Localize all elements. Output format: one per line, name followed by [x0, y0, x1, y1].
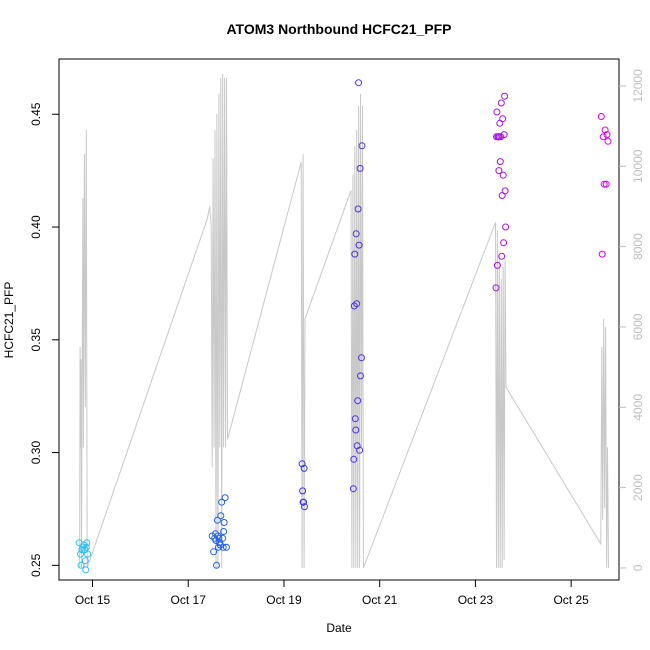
- data-point: [217, 512, 225, 520]
- data-point: [219, 534, 227, 542]
- data-points-layer: [75, 79, 612, 574]
- data-point: [215, 534, 223, 542]
- data-point: [212, 530, 219, 538]
- data-point: [353, 300, 361, 308]
- y-tick-label: 0.35: [29, 328, 43, 352]
- x-tick-label: Oct 17: [171, 593, 207, 607]
- data-point: [500, 131, 508, 139]
- altitude-series-line: [79, 73, 609, 569]
- y2-tick-label: 8000: [631, 233, 645, 260]
- data-point: [77, 550, 84, 558]
- data-point: [84, 550, 92, 558]
- data-point: [495, 167, 503, 175]
- y-axis: 0.25 0.30 0.35 0.40 0.45: [29, 102, 59, 577]
- plot-border: [58, 58, 620, 581]
- data-point: [301, 503, 308, 511]
- x-tick-label: Oct 25: [553, 593, 589, 607]
- data-point: [600, 180, 608, 188]
- x-tick-label: Oct 23: [458, 593, 494, 607]
- data-point: [221, 494, 229, 502]
- data-point: [502, 223, 510, 231]
- data-point: [356, 164, 364, 172]
- y2-tick-label: 10000: [631, 149, 645, 183]
- data-point: [352, 426, 360, 434]
- data-point: [356, 446, 364, 454]
- data-point: [82, 543, 90, 551]
- data-point: [499, 171, 507, 179]
- data-point: [354, 397, 362, 405]
- data-point: [603, 131, 611, 139]
- data-point: [350, 302, 358, 310]
- data-point: [598, 250, 606, 258]
- data-point: [601, 126, 609, 134]
- data-point: [213, 561, 220, 569]
- x-axis-label: Date: [326, 621, 352, 635]
- data-point: [220, 519, 228, 526]
- data-point: [599, 133, 607, 141]
- data-point: [349, 485, 357, 493]
- data-point: [213, 516, 221, 524]
- data-point: [493, 261, 501, 269]
- data-point: [298, 460, 306, 468]
- secondary-y-axis: 0 2000 4000 6000 8000 10000 12000: [619, 69, 645, 571]
- data-point: [358, 142, 366, 150]
- data-point: [83, 539, 91, 547]
- data-point: [492, 284, 500, 292]
- x-axis: Oct 15 Oct 17 Oct 19 Oct 21 Oct 23 Oct 25: [75, 580, 589, 607]
- y2-tick-label: 6000: [631, 313, 645, 340]
- y-axis-label: HCFC21_PFP: [2, 282, 16, 359]
- data-point: [81, 557, 89, 565]
- altitude-line-layer: [79, 73, 609, 569]
- y-tick-label: 0.45: [29, 102, 43, 126]
- data-point: [220, 528, 228, 535]
- plot-frame: [58, 58, 620, 581]
- data-point: [602, 180, 610, 188]
- data-point: [355, 241, 363, 249]
- data-point: [501, 187, 509, 195]
- data-point: [351, 250, 359, 258]
- data-point: [350, 455, 358, 463]
- data-point: [299, 487, 307, 495]
- data-point: [597, 113, 605, 120]
- data-point: [214, 543, 222, 551]
- data-point: [77, 561, 85, 569]
- data-point: [218, 498, 226, 506]
- data-point: [300, 464, 308, 472]
- data-point: [496, 158, 504, 166]
- data-point: [493, 108, 501, 116]
- y-tick-label: 0.40: [29, 215, 43, 239]
- data-point: [355, 79, 363, 87]
- data-point: [358, 354, 365, 362]
- data-point: [300, 498, 308, 506]
- data-point: [351, 415, 359, 423]
- data-point: [500, 239, 508, 247]
- data-point: [357, 372, 364, 380]
- y2-tick-label: 2000: [631, 474, 645, 501]
- y2-tick-label: 0: [631, 564, 645, 571]
- y-tick-label: 0.25: [29, 553, 43, 577]
- y2-tick-label: 12000: [631, 69, 645, 103]
- data-point: [219, 543, 227, 551]
- y2-tick-label: 4000: [631, 394, 645, 421]
- x-tick-label: Oct 15: [75, 593, 111, 607]
- data-point: [501, 92, 509, 100]
- data-point: [210, 548, 218, 556]
- data-point: [604, 137, 612, 145]
- data-point: [498, 252, 506, 260]
- data-point: [354, 205, 362, 213]
- x-tick-label: Oct 19: [266, 593, 302, 607]
- data-point: [223, 543, 230, 551]
- chart-title: ATOM3 Northbound HCFC21_PFP: [226, 21, 451, 37]
- y-tick-label: 0.30: [29, 441, 43, 465]
- data-point: [497, 99, 505, 107]
- data-point: [352, 230, 360, 238]
- x-tick-label: Oct 21: [362, 593, 398, 607]
- data-point: [82, 566, 90, 574]
- data-point: [499, 115, 507, 123]
